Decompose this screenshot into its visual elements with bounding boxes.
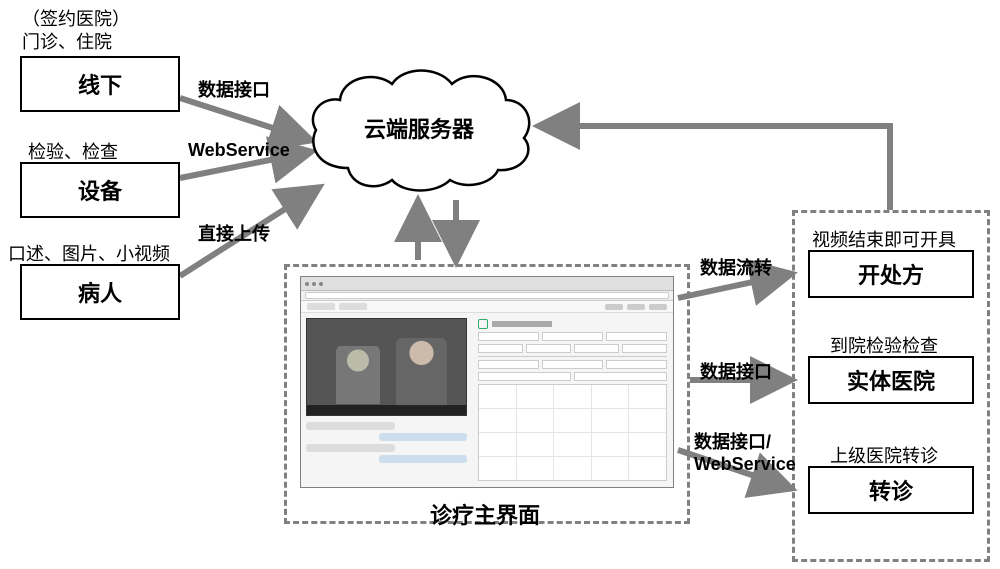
referral-caption: 上级医院转诊 (830, 442, 938, 468)
offline-caption: （签约医院） 门诊、住院 (22, 8, 130, 53)
arrow-offline-to-cloud (180, 98, 310, 140)
patient-box: 病人 (20, 264, 180, 320)
edge-label-patient: 直接上传 (198, 220, 270, 246)
screenshot-mock (300, 276, 674, 488)
screenshot-urlbar (301, 291, 673, 301)
edge-label-referral: 数据接口/ WebService (694, 432, 796, 475)
edge-label-offline: 数据接口 (198, 76, 270, 102)
edge-label-hospital: 数据接口 (700, 358, 772, 384)
referral-label: 转诊 (869, 474, 913, 506)
edge-label-device: WebService (188, 140, 290, 161)
screenshot-video (306, 318, 467, 416)
cloud-label: 云端服务器 (364, 112, 474, 144)
patient-label: 病人 (78, 276, 122, 308)
hospital-box: 实体医院 (808, 356, 974, 404)
diagram-stage: （签约医院） 门诊、住院 线下 检验、检查 设备 口述、图片、小视频 病人 数据… (0, 0, 1000, 569)
center-panel-title: 诊疗主界面 (430, 498, 540, 530)
offline-label: 线下 (78, 68, 122, 100)
device-caption: 检验、检查 (28, 138, 118, 164)
rx-caption: 视频结束即可开具 (812, 226, 956, 252)
arrow-rightpanel-to-cloud (540, 126, 890, 210)
referral-box: 转诊 (808, 466, 974, 514)
rx-box: 开处方 (808, 250, 974, 298)
cloud-server: 云端服务器 (300, 60, 538, 196)
screenshot-chat (306, 420, 467, 482)
hospital-label: 实体医院 (847, 364, 935, 396)
patient-caption: 口述、图片、小视频 (8, 240, 170, 266)
device-box: 设备 (20, 162, 180, 218)
screenshot-titlebar (301, 277, 673, 291)
device-label: 设备 (78, 174, 122, 206)
rx-label: 开处方 (858, 258, 924, 290)
screenshot-form (472, 313, 673, 487)
screenshot-toolbar (301, 301, 673, 313)
screenshot-left-col (301, 313, 472, 487)
offline-box: 线下 (20, 56, 180, 112)
edge-label-rx: 数据流转 (700, 254, 772, 280)
hospital-caption: 到院检验检查 (830, 332, 938, 358)
